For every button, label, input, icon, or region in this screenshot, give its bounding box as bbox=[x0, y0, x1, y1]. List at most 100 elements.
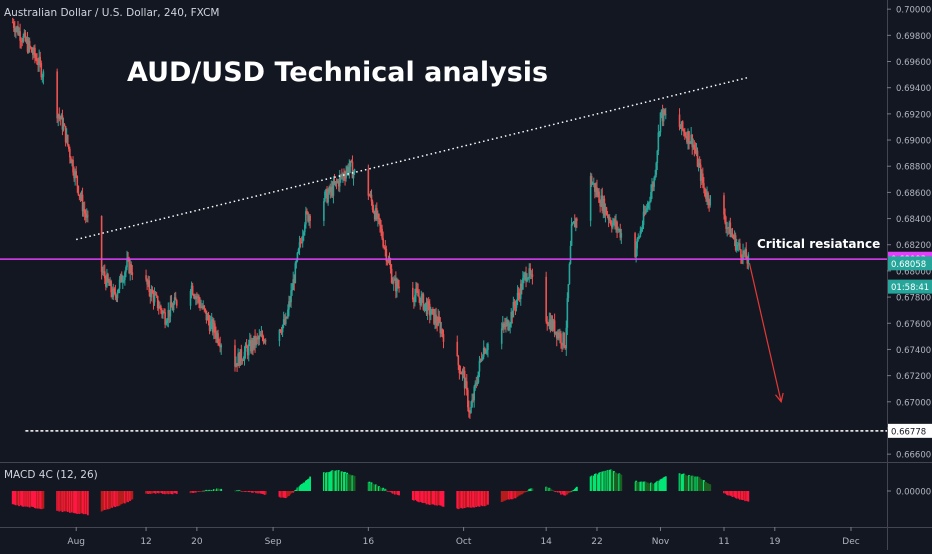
candle-body bbox=[435, 314, 437, 323]
price-tick-label: 0.67000 bbox=[896, 398, 931, 408]
candle-body bbox=[642, 211, 645, 225]
candle-body bbox=[705, 196, 707, 199]
candle-body bbox=[743, 250, 745, 255]
macd-bar bbox=[100, 491, 103, 512]
candle-body bbox=[687, 131, 689, 143]
candle-body bbox=[33, 47, 35, 55]
candle-body bbox=[464, 381, 467, 389]
macd-bar bbox=[239, 490, 242, 491]
candle-body bbox=[604, 207, 607, 216]
time-tick-label: 20 bbox=[191, 537, 203, 547]
candle-body bbox=[305, 211, 307, 225]
macd-bar bbox=[663, 476, 666, 491]
candle-body bbox=[663, 109, 666, 115]
candle-body bbox=[264, 340, 267, 342]
macd-bar bbox=[306, 480, 308, 491]
macd-bar bbox=[324, 472, 326, 491]
macd-bar bbox=[70, 491, 72, 512]
macd-bar bbox=[548, 487, 551, 491]
macd-bar bbox=[67, 491, 70, 512]
candle-body bbox=[35, 56, 37, 60]
macd-bar bbox=[245, 491, 248, 492]
candle-body bbox=[418, 296, 420, 298]
macd-bar bbox=[531, 488, 534, 491]
macd-bar bbox=[72, 491, 74, 513]
candle-body bbox=[162, 311, 164, 315]
macd-bar bbox=[61, 491, 64, 513]
candle-body bbox=[738, 243, 740, 245]
macd-bar bbox=[694, 476, 697, 491]
macd-bar bbox=[192, 491, 195, 493]
candle-body bbox=[576, 218, 578, 221]
candle-body bbox=[263, 340, 266, 343]
macd-bar bbox=[553, 491, 556, 492]
macd-bar bbox=[549, 488, 552, 491]
candle-body bbox=[117, 288, 120, 293]
macd-bar bbox=[596, 474, 598, 491]
macd-bar bbox=[653, 484, 656, 491]
macd-bar bbox=[734, 491, 737, 498]
candle-body bbox=[547, 324, 550, 326]
macd-bar bbox=[332, 470, 335, 491]
macd-bar bbox=[327, 472, 330, 491]
candle-body bbox=[34, 47, 36, 57]
macd-bar bbox=[570, 490, 573, 492]
candle-body bbox=[87, 215, 89, 217]
macd-bar bbox=[384, 488, 387, 491]
candle-body bbox=[350, 160, 353, 162]
candle-body bbox=[557, 332, 559, 339]
time-tick-label: 22 bbox=[591, 537, 602, 547]
candle-body bbox=[79, 195, 82, 198]
candle-body bbox=[728, 222, 731, 228]
macd-bar bbox=[724, 491, 726, 494]
candle-body bbox=[160, 305, 162, 311]
candle-body bbox=[279, 329, 282, 332]
candle-body bbox=[616, 221, 618, 231]
candle-body bbox=[334, 181, 337, 184]
candle-body bbox=[411, 287, 414, 300]
macd-tick-label: 0.00000 bbox=[896, 488, 931, 498]
candle-body bbox=[30, 47, 33, 53]
macd-bar bbox=[484, 491, 487, 506]
macd-bar bbox=[640, 481, 643, 491]
candle-body bbox=[173, 297, 176, 304]
macd-bar bbox=[375, 485, 378, 491]
candle-body bbox=[338, 176, 341, 187]
candle-body bbox=[681, 121, 684, 130]
macd-bar bbox=[419, 491, 422, 502]
macd-bar bbox=[573, 489, 576, 491]
macd-bar bbox=[589, 476, 592, 491]
candle-body bbox=[634, 233, 636, 257]
macd-bar bbox=[258, 491, 261, 493]
candle-body bbox=[733, 235, 736, 239]
macd-bar bbox=[482, 491, 485, 506]
candle-body bbox=[746, 259, 749, 264]
candle-body bbox=[245, 344, 248, 348]
price-tick-label: 0.66600 bbox=[896, 451, 931, 461]
macd-bar bbox=[574, 487, 577, 491]
macd-bar bbox=[71, 491, 73, 513]
candle-body bbox=[391, 282, 394, 284]
macd-bar bbox=[678, 473, 681, 491]
macd-bar bbox=[566, 491, 569, 495]
macd-bar bbox=[174, 491, 177, 494]
candle-body bbox=[678, 114, 681, 128]
candle-body bbox=[106, 274, 108, 287]
macd-bar bbox=[27, 491, 30, 507]
candle-body bbox=[658, 132, 661, 134]
candle-body bbox=[654, 174, 656, 178]
candle-body bbox=[661, 109, 664, 122]
candle-body bbox=[286, 316, 288, 318]
candle-body bbox=[302, 232, 305, 236]
candle-body bbox=[478, 360, 481, 372]
time-tick-label: Aug bbox=[67, 537, 85, 547]
macd-bar bbox=[636, 481, 639, 491]
macd-bar bbox=[417, 491, 419, 502]
macd-bar bbox=[219, 489, 222, 491]
macd-bar bbox=[378, 486, 380, 491]
candle-body bbox=[473, 386, 475, 401]
macd-bar bbox=[279, 491, 282, 498]
candle-body bbox=[220, 345, 223, 348]
candle-body bbox=[258, 335, 261, 340]
candle-body bbox=[602, 198, 605, 211]
